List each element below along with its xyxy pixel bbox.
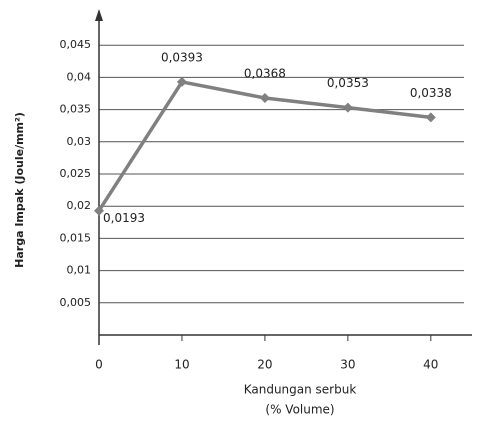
data-point <box>259 93 270 104</box>
x-tick-label: 0 <box>95 358 103 372</box>
y-tick-label: 0,02 <box>67 199 92 212</box>
y-tick-label: 0,045 <box>60 38 92 51</box>
y-tick-label: 0,015 <box>60 231 92 244</box>
x-tick-label: 40 <box>423 358 438 372</box>
data-point <box>342 102 353 113</box>
x-tick-label: 30 <box>340 358 355 372</box>
x-axis-label: Kandungan serbuk <box>244 383 357 397</box>
x-tick-label: 10 <box>174 358 189 372</box>
data-label: 0,0338 <box>410 86 452 100</box>
y-axis-arrow <box>95 9 103 21</box>
x-axis-label: (% Volume) <box>265 403 334 417</box>
y-tick-label: 0,04 <box>67 70 92 83</box>
data-point <box>94 205 104 216</box>
y-axis-label: Harga Impak (Joule/mm²) <box>13 112 26 268</box>
y-tick-label: 0,005 <box>60 296 92 309</box>
data-point <box>176 76 187 87</box>
y-tick-label: 0,025 <box>60 167 92 180</box>
data-label: 0,0393 <box>161 50 203 64</box>
x-tick-label: 20 <box>257 358 272 372</box>
data-label: 0,0193 <box>103 211 145 225</box>
y-tick-label: 0,03 <box>67 135 92 148</box>
data-point <box>425 112 436 123</box>
y-tick-label: 0,035 <box>60 103 92 116</box>
data-label: 0,0353 <box>327 76 369 90</box>
data-label: 0,0368 <box>244 67 286 81</box>
y-tick-label: 0,01 <box>67 264 92 277</box>
